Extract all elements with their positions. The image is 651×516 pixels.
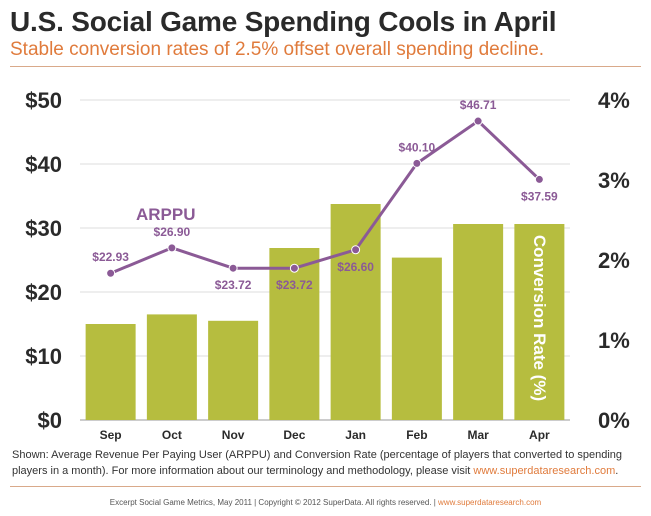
arppu-point-label: $22.93: [92, 250, 129, 264]
note-text: Shown: Average Revenue Per Paying User (…: [12, 449, 623, 477]
conversion-bar: [453, 224, 504, 420]
x-axis-ticks: Sep Oct Nov Dec Jan Feb Mar Apr: [100, 428, 550, 442]
footer-text: Excerpt Social Game Metrics, May 2011 | …: [109, 498, 439, 507]
right-tick-label: 2%: [598, 248, 630, 273]
x-tick-label: Oct: [162, 428, 182, 442]
x-tick-label: Feb: [406, 428, 427, 442]
footer: Excerpt Social Game Metrics, May 2011 | …: [0, 498, 651, 507]
arppu-point-label: $23.72: [215, 278, 252, 292]
x-tick-label: Apr: [529, 428, 550, 442]
arppu-point-label: $26.90: [154, 225, 191, 239]
conversion-bar: [146, 314, 197, 420]
conversion-bar: [391, 257, 442, 420]
arppu-point-label: $40.10: [399, 140, 436, 154]
conversion-bar: [514, 224, 565, 420]
chart-title: U.S. Social Game Spending Cools in April: [10, 6, 557, 37]
right-tick-label: 0%: [598, 408, 630, 433]
left-tick-label: $40: [25, 152, 62, 177]
note-link[interactable]: www.superdataresearch.com: [473, 465, 616, 477]
arppu-point-label: $26.60: [337, 260, 374, 274]
header-divider: [10, 66, 641, 67]
right-axis-ticks: 0% 1% 2% 3% 4%: [598, 88, 630, 433]
conversion-bar: [269, 248, 320, 420]
arppu-point-label: $37.59: [521, 189, 558, 203]
conversion-bar: [330, 204, 381, 420]
right-tick-label: 1%: [598, 328, 630, 353]
arppu-line: [106, 116, 544, 278]
x-tick-label: Dec: [283, 428, 305, 442]
conversion-bars: [85, 204, 565, 420]
arppu-polyline: [110, 119, 541, 275]
note-end: .: [615, 465, 619, 477]
chart-subtitle: Stable conversion rates of 2.5% offset o…: [10, 39, 545, 60]
chart: $0 $10 $20 $30 $40 $50 0% 1% 2% 3% 4% Sep Oct Nov De…: [25, 88, 630, 442]
left-tick-label: $50: [25, 88, 62, 113]
x-tick-label: Nov: [222, 428, 245, 442]
left-tick-label: $20: [25, 280, 62, 305]
left-axis-ticks: $0 $10 $20 $30 $40 $50: [25, 88, 62, 433]
methodology-note: Shown: Average Revenue Per Paying User (…: [12, 447, 642, 479]
arppu-point-label: $46.71: [460, 98, 497, 112]
x-tick-label: Sep: [100, 428, 122, 442]
arppu-labels: $22.93 $26.90 $23.72 $23.72 $26.60 $40.10 $46.…: [92, 98, 558, 292]
left-tick-label: $10: [25, 344, 62, 369]
x-tick-label: Jan: [345, 428, 366, 442]
footer-divider: [10, 486, 641, 487]
arppu-series-label: ARPPU: [136, 205, 196, 224]
x-tick-label: Mar: [467, 428, 489, 442]
conversion-rate-series-label: Conversion Rate (%): [530, 235, 549, 401]
left-tick-label: $0: [38, 408, 62, 433]
conversion-bar: [208, 320, 259, 420]
arppu-point: [289, 263, 299, 273]
right-tick-label: 3%: [598, 168, 630, 193]
arppu-point: [412, 158, 422, 168]
arppu-point: [228, 263, 238, 273]
footer-link[interactable]: www.superdataresearch.com: [438, 498, 542, 507]
arppu-point: [167, 243, 177, 253]
conversion-bar: [85, 324, 136, 420]
arppu-point: [351, 245, 361, 255]
arppu-point: [106, 268, 116, 278]
arppu-point: [473, 116, 483, 126]
arppu-point: [534, 174, 544, 184]
right-tick-label: 4%: [598, 88, 630, 113]
arppu-point-label: $23.72: [276, 278, 313, 292]
left-tick-label: $30: [25, 216, 62, 241]
